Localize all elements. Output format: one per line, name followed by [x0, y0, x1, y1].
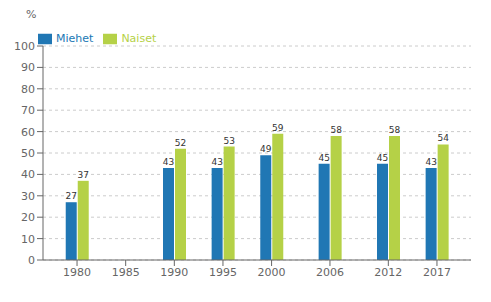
svg-text:80: 80	[21, 83, 35, 96]
svg-text:43: 43	[211, 157, 222, 167]
svg-text:37: 37	[78, 170, 89, 180]
svg-text:54: 54	[437, 133, 449, 143]
svg-text:90: 90	[21, 61, 35, 74]
svg-text:27: 27	[66, 191, 77, 201]
svg-text:20: 20	[21, 211, 35, 224]
svg-text:1990: 1990	[160, 266, 188, 279]
svg-text:40: 40	[21, 168, 35, 181]
svg-text:100: 100	[14, 40, 35, 53]
svg-text:2000: 2000	[258, 266, 286, 279]
svg-text:43: 43	[163, 157, 174, 167]
svg-text:2017: 2017	[423, 266, 451, 279]
svg-text:53: 53	[223, 136, 234, 146]
svg-text:2006: 2006	[316, 266, 344, 279]
html-text:Naiset: Naiset	[121, 32, 157, 45]
svg-text:52: 52	[175, 138, 186, 148]
svg-text:2012: 2012	[374, 266, 402, 279]
svg-text:1980: 1980	[63, 266, 91, 279]
html-text:Miehet: Miehet	[56, 32, 94, 45]
svg-text:59: 59	[272, 123, 284, 133]
svg-text:58: 58	[389, 125, 401, 135]
svg-text:58: 58	[330, 125, 342, 135]
svg-text:1985: 1985	[112, 266, 140, 279]
svg-text:1995: 1995	[209, 266, 237, 279]
svg-text:60: 60	[21, 126, 35, 139]
svg-text:70: 70	[21, 104, 35, 117]
svg-text:43: 43	[425, 157, 436, 167]
svg-text:49: 49	[260, 144, 272, 154]
svg-text:50: 50	[21, 147, 35, 160]
svg-text:45: 45	[318, 153, 329, 163]
svg-text:30: 30	[21, 190, 35, 203]
svg-text:0: 0	[28, 254, 35, 267]
svg-text:10: 10	[21, 233, 35, 246]
svg-text:45: 45	[377, 153, 388, 163]
